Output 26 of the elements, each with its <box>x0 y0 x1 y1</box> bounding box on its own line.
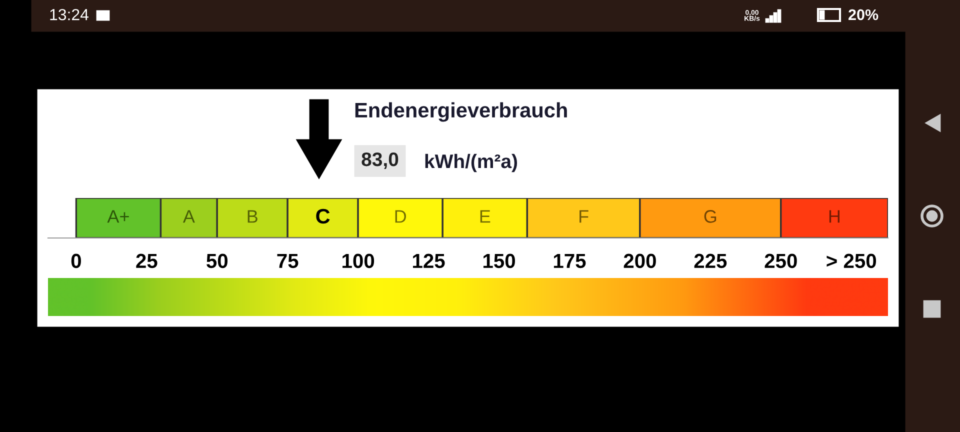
x-tick-label: > 250 <box>826 254 876 268</box>
x-tick-label: 100 <box>342 254 374 268</box>
x-tick-label: 175 <box>554 254 586 268</box>
series-label: H <box>829 210 840 223</box>
series-label: D <box>395 210 406 223</box>
text: kWh/(m²a) <box>425 154 518 172</box>
x-tick-label: 25 <box>136 254 158 268</box>
text: 13:24 <box>50 8 88 20</box>
x-tick-label: 250 <box>764 254 797 268</box>
x-tick-label: 150 <box>483 254 515 268</box>
x-tick-label: 75 <box>277 254 298 268</box>
series-label: G <box>704 210 716 223</box>
x-tick-label: 125 <box>413 254 445 268</box>
text: 83,0 <box>362 152 398 170</box>
text: 20% <box>848 9 878 20</box>
series-label: F <box>580 210 588 223</box>
series-label: B <box>248 210 258 223</box>
series-label: A+ <box>107 210 129 223</box>
chart-title: Endenergieverbrauch <box>355 102 567 122</box>
series-label: C <box>316 208 330 224</box>
series-label: E <box>480 210 490 223</box>
x-tick-label: 0 <box>71 254 81 268</box>
x-tick-label: 200 <box>624 254 656 268</box>
x-tick-label: 50 <box>206 254 228 268</box>
series-label: A <box>182 210 195 223</box>
x-tick-label: 225 <box>694 254 727 268</box>
